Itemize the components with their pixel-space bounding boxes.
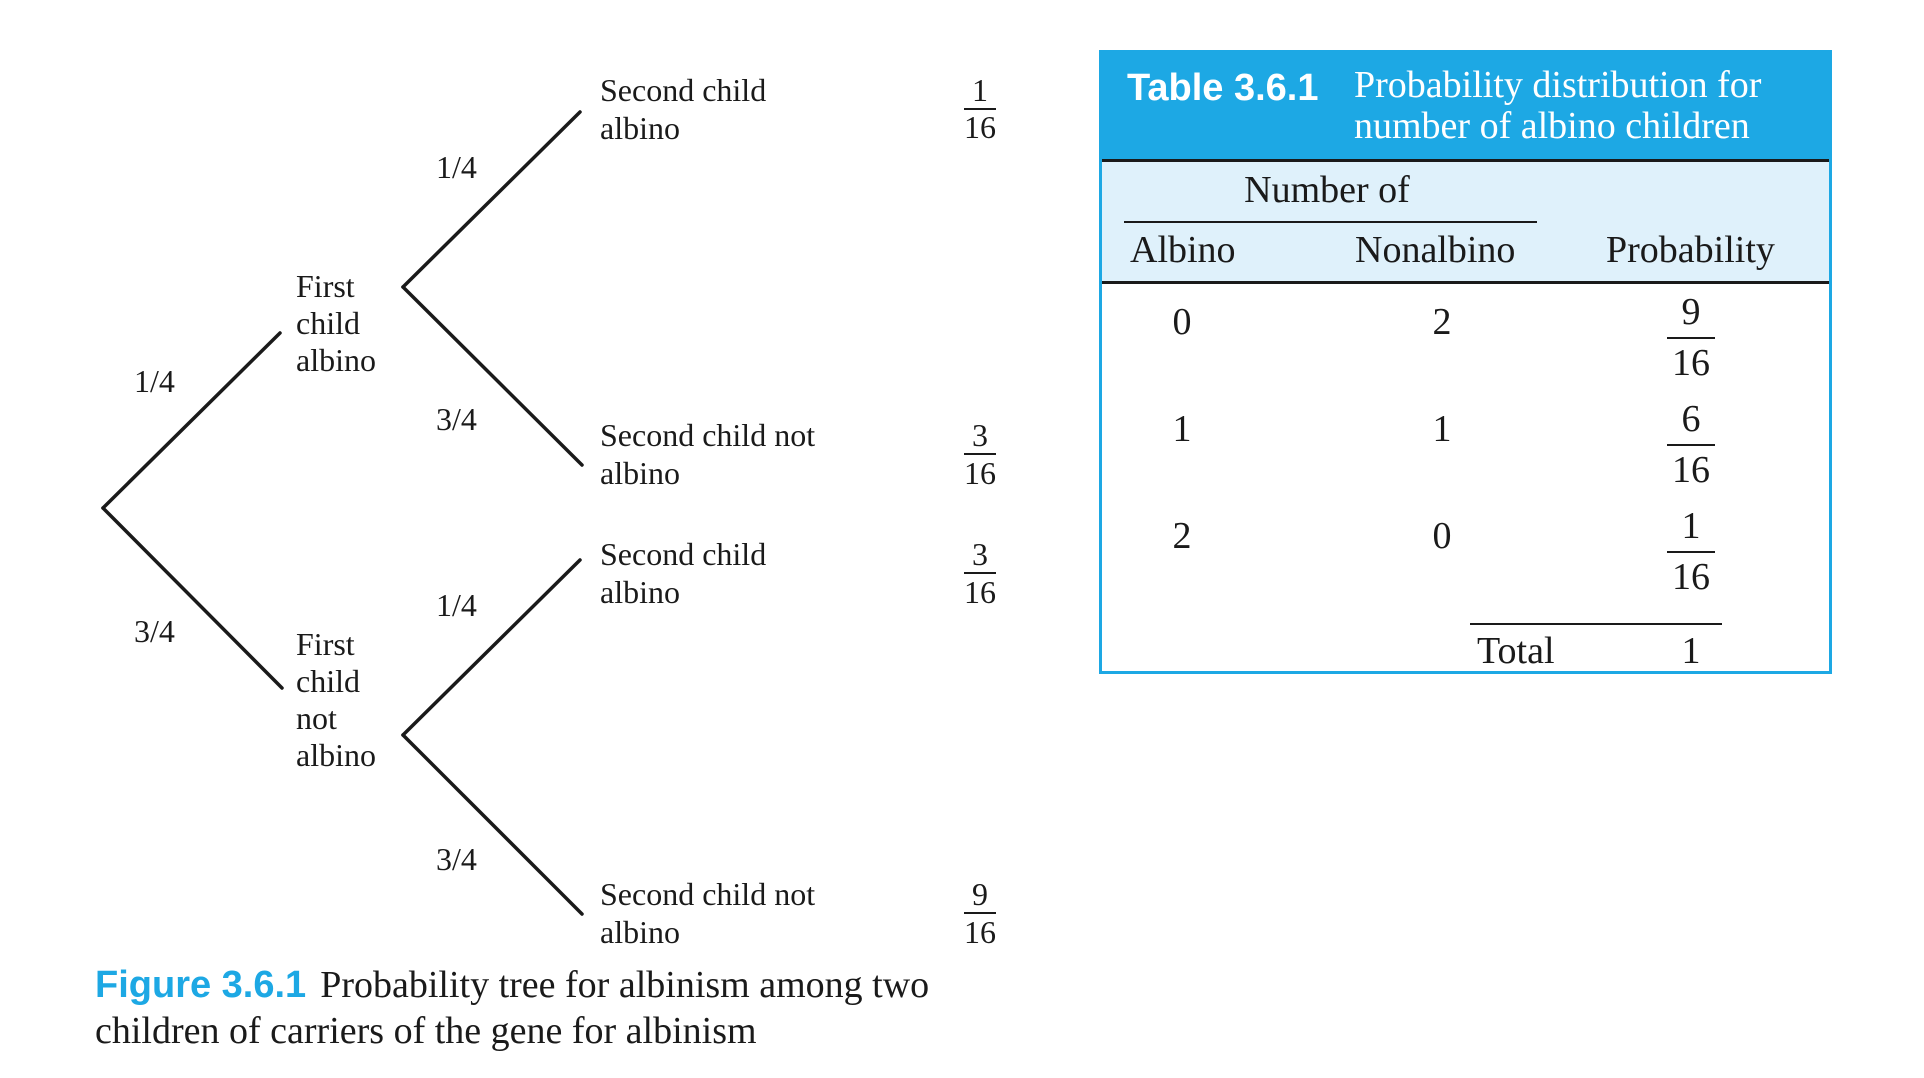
- table-cell-albino: 2: [1172, 515, 1192, 557]
- branch-prob-b-upper: 1/4: [436, 587, 477, 623]
- svg-text:3: 3: [972, 536, 988, 572]
- branch-first-albino-to-second-albino: [401, 110, 582, 289]
- figure-caption-text: Probability tree for albinism among two …: [95, 964, 930, 1052]
- branch-root-to-first-not-albino: [101, 506, 284, 690]
- leaf-prob-nn: 9 16: [964, 876, 996, 950]
- branch-first-albino-to-second-not-albino: [401, 285, 584, 467]
- branch-first-not-albino-to-second-not-albino: [401, 733, 584, 916]
- table-cell-albino: 0: [1172, 301, 1192, 343]
- group-header-rule: [1124, 221, 1537, 223]
- table-title: Probability distribution for number of a…: [1354, 64, 1762, 147]
- table-cell-nonalbino: 2: [1432, 301, 1452, 343]
- node-first-child-not-albino: First child not albino: [296, 626, 376, 773]
- table-top-rule: [1102, 159, 1829, 162]
- table-cell-probability: 6 16: [1667, 397, 1715, 492]
- svg-text:16: 16: [964, 574, 996, 610]
- table-header-rule: [1102, 281, 1829, 284]
- column-header-albino: Albino: [1130, 229, 1236, 271]
- branch-first-not-albino-to-second-albino: [401, 558, 582, 737]
- total-rule: [1470, 623, 1722, 625]
- svg-text:9: 9: [972, 876, 988, 912]
- group-header-number-of: Number of: [1244, 169, 1410, 211]
- leaf-prob-na: 3 16: [964, 536, 996, 610]
- column-header-nonalbino: Nonalbino: [1355, 229, 1516, 271]
- leaf-label-an: Second child not albino: [600, 417, 823, 491]
- total-label: Total: [1477, 630, 1555, 672]
- svg-text:16: 16: [964, 914, 996, 950]
- branch-prob-root-lower: 3/4: [134, 613, 175, 649]
- table-cell-probability: 9 16: [1667, 290, 1715, 385]
- leaf-label-na: Second child albino: [600, 536, 774, 610]
- table-cell-probability: 1 16: [1667, 504, 1715, 599]
- probability-table: Table 3.6.1 Probability distribution for…: [1099, 50, 1832, 674]
- branch-prob-b-lower: 3/4: [436, 841, 477, 877]
- node-first-child-albino: First child albino: [296, 268, 376, 378]
- table-title-bar: Table 3.6.1 Probability distribution for…: [1102, 53, 1829, 159]
- branch-root-to-first-albino: [101, 331, 282, 510]
- branch-prob-a-lower: 3/4: [436, 401, 477, 437]
- leaf-prob-aa: 1 16: [964, 72, 996, 145]
- figure-caption: Figure 3.6.1 Probability tree for albinis…: [95, 962, 995, 1054]
- column-header-probability: Probability: [1606, 229, 1775, 271]
- total-value: 1: [1681, 630, 1701, 672]
- leaf-label-nn: Second child not albino: [600, 876, 823, 950]
- svg-text:16: 16: [964, 109, 996, 145]
- table-cell-nonalbino: 0: [1432, 515, 1452, 557]
- leaf-label-aa: Second child albino: [600, 72, 774, 146]
- svg-text:3: 3: [972, 417, 988, 453]
- table-label: Table 3.6.1: [1127, 67, 1319, 109]
- svg-text:16: 16: [964, 455, 996, 491]
- table-cell-nonalbino: 1: [1432, 408, 1452, 450]
- table-cell-albino: 1: [1172, 408, 1192, 450]
- branch-prob-root-upper: 1/4: [134, 363, 175, 399]
- figure-label: Figure 3.6.1: [95, 964, 307, 1006]
- branch-prob-a-upper: 1/4: [436, 149, 477, 185]
- svg-text:1: 1: [972, 72, 988, 108]
- leaf-prob-an: 3 16: [964, 417, 996, 491]
